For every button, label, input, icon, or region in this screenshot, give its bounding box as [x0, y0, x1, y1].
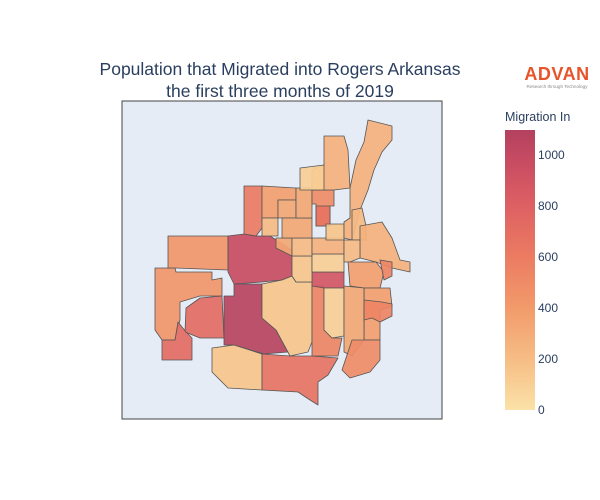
- map-region[interactable]: [243, 185, 263, 237]
- colorbar-tick-label: 800: [538, 199, 559, 214]
- map-region[interactable]: [161, 321, 193, 361]
- map-region[interactable]: [359, 221, 411, 273]
- colorbar-tick-label: 0: [538, 403, 545, 417]
- map-region[interactable]: [295, 187, 313, 219]
- map-region[interactable]: [363, 299, 393, 323]
- map-region[interactable]: [315, 205, 331, 227]
- colorbar: [505, 130, 535, 410]
- map-region[interactable]: [261, 217, 279, 237]
- colorbar-tick-label: 200: [538, 352, 559, 367]
- map-region[interactable]: [379, 259, 393, 281]
- map-region[interactable]: [277, 199, 297, 219]
- map-region[interactable]: [281, 217, 313, 239]
- logo-tagline: Research through Technology: [526, 84, 588, 89]
- chart-title: Population that Migrated into Rogers Ark…: [60, 58, 500, 102]
- map-region[interactable]: [341, 339, 381, 379]
- legend-title: Migration In: [505, 110, 571, 124]
- logo-wordmark: ADVAN: [524, 64, 590, 84]
- advan-logo: ADVAN Research through Technology: [524, 64, 590, 90]
- map-region[interactable]: [343, 239, 361, 263]
- map-region[interactable]: [261, 353, 339, 406]
- map-region[interactable]: [311, 271, 345, 289]
- map-region[interactable]: [325, 223, 345, 241]
- map-region[interactable]: [291, 255, 313, 283]
- map-region[interactable]: [167, 235, 229, 271]
- colorbar-tick-label: 400: [538, 301, 559, 316]
- map-region[interactable]: [347, 261, 385, 289]
- map-region[interactable]: [323, 287, 345, 339]
- colorbar-tick-label: 1000: [538, 148, 565, 163]
- chart-title-line1: Population that Migrated into Rogers Ark…: [99, 59, 461, 79]
- map-regions: [154, 119, 411, 406]
- map-region[interactable]: [311, 253, 345, 273]
- map-region[interactable]: [299, 164, 325, 191]
- chart-title-line2: the first three months of 2019: [166, 81, 394, 101]
- colorbar-tick-label: 600: [538, 250, 559, 265]
- map-region[interactable]: [291, 237, 313, 257]
